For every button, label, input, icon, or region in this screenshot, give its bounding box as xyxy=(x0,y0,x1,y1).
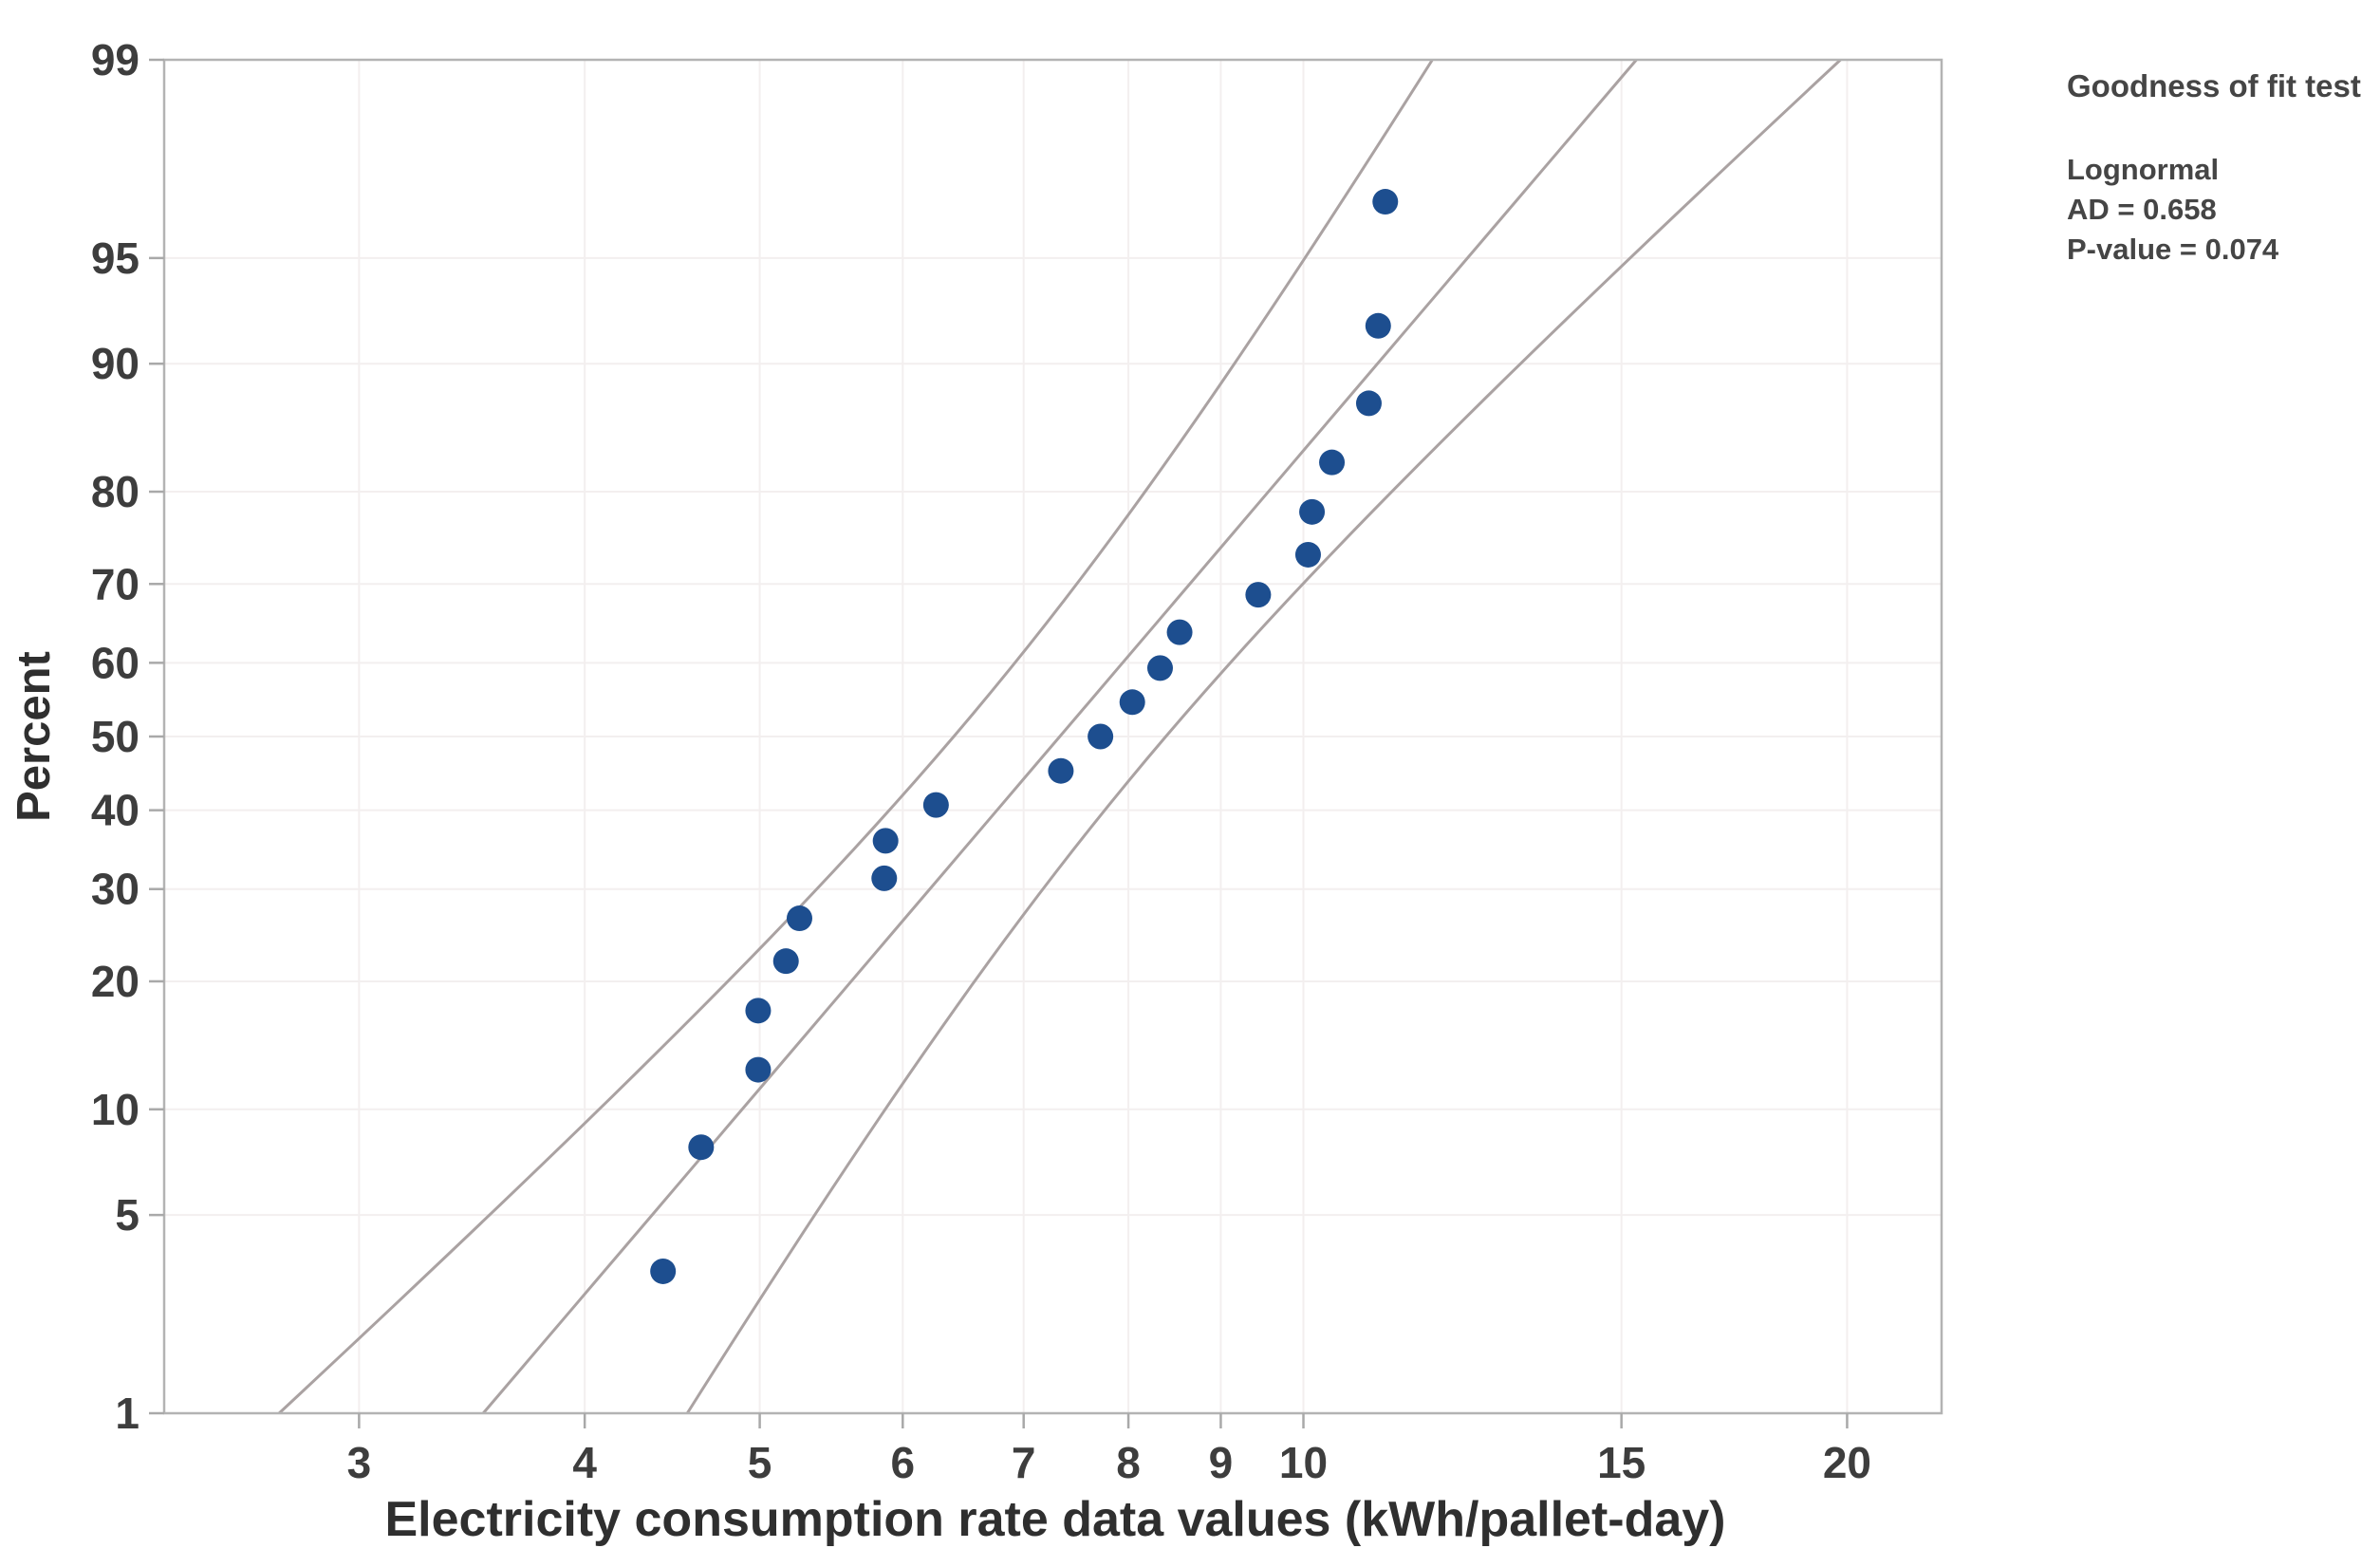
y-tick-label: 90 xyxy=(91,339,139,388)
data-points xyxy=(650,189,1399,1284)
x-tick-label: 6 xyxy=(890,1438,915,1487)
x-axis-title: Electricity consumption rate data values… xyxy=(384,1492,1725,1547)
goodness-of-fit-title: Goodness of fit test xyxy=(2067,68,2361,103)
data-point xyxy=(1319,449,1346,476)
gridlines xyxy=(164,59,1942,1414)
data-point xyxy=(688,1134,715,1161)
x-tick-label: 9 xyxy=(1209,1438,1234,1487)
data-point xyxy=(772,948,799,975)
x-tick-label: 20 xyxy=(1823,1438,1871,1487)
y-tick-label: 1 xyxy=(115,1389,139,1438)
data-point xyxy=(1088,723,1114,750)
y-tick-label: 10 xyxy=(91,1085,139,1134)
p-value: P-value = 0.074 xyxy=(2067,233,2279,266)
y-tick-label: 95 xyxy=(91,233,139,283)
data-point xyxy=(1166,619,1193,645)
fit-line xyxy=(482,59,1638,1414)
fit-distribution-label: Lognormal xyxy=(2067,153,2220,186)
x-tick-label: 15 xyxy=(1597,1438,1646,1487)
y-tick-label: 20 xyxy=(91,957,139,1006)
data-point xyxy=(1294,541,1321,568)
ci-upper-line xyxy=(685,58,1842,1414)
data-point xyxy=(1355,390,1382,417)
x-tick-label: 4 xyxy=(572,1438,597,1487)
x-tick-label: 8 xyxy=(1116,1438,1141,1487)
data-point xyxy=(872,828,899,854)
y-tick-label: 40 xyxy=(91,786,139,835)
y-tick-label: 70 xyxy=(91,559,139,608)
x-tick-label: 3 xyxy=(347,1438,372,1487)
x-tick-label: 7 xyxy=(1012,1438,1036,1487)
data-point xyxy=(745,1056,772,1083)
data-point xyxy=(871,865,898,891)
x-tick-label: 10 xyxy=(1279,1438,1328,1487)
ci-lower-line xyxy=(278,59,1434,1415)
confidence-bands xyxy=(278,58,1842,1415)
data-point xyxy=(1365,312,1391,339)
data-point xyxy=(922,792,949,818)
data-point xyxy=(1372,189,1399,215)
data-point xyxy=(786,905,812,932)
x-tick-label: 5 xyxy=(748,1438,772,1487)
y-axis-ticks: 1 5 10 20 30 40 50 60 70 80 90 95 99 xyxy=(91,35,164,1438)
goodness-of-fit-panel: Goodness of fit test Lognormal AD = 0.65… xyxy=(2067,68,2361,270)
data-point xyxy=(650,1258,677,1284)
data-point xyxy=(1146,655,1173,681)
ad-statistic: AD = 0.658 xyxy=(2067,193,2217,226)
data-point xyxy=(1048,757,1074,784)
data-point xyxy=(1245,582,1272,608)
y-tick-label: 60 xyxy=(91,638,139,687)
x-axis-ticks: 3 4 5 6 7 8 9 10 15 20 xyxy=(347,1413,1871,1487)
y-tick-label: 99 xyxy=(91,35,139,84)
data-point xyxy=(1299,498,1326,525)
y-tick-label: 80 xyxy=(91,467,139,516)
data-point xyxy=(1119,689,1145,716)
y-tick-label: 50 xyxy=(91,712,139,761)
y-axis-title: Percent xyxy=(9,651,60,822)
data-point xyxy=(745,998,772,1024)
y-tick-label: 30 xyxy=(91,865,139,914)
y-tick-label: 5 xyxy=(115,1190,139,1240)
